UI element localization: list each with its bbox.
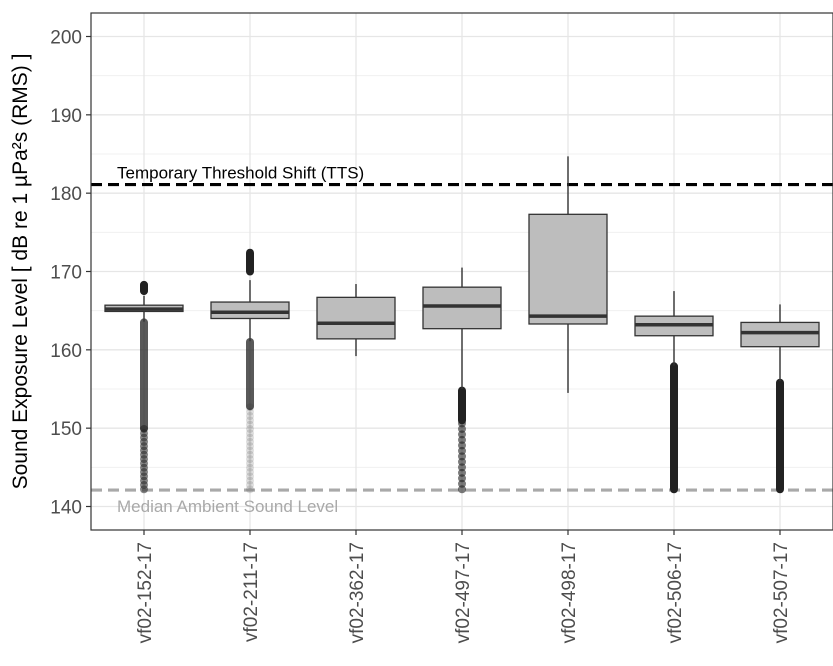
y-axis: 140 150 160 170 180 190 200 [50,28,91,519]
outlier-point [246,437,254,446]
outlier-point [246,480,254,489]
outlier-point [458,468,466,477]
box-iqr [528,213,608,325]
x-tick-label: vf02-506-17 [665,542,686,643]
y-tick-label: 180 [50,184,82,205]
box-series [104,156,820,494]
outlier-point [246,450,254,459]
box-vf02-506-17 [634,291,714,494]
ambient-line-label: Median Ambient Sound Level [117,497,338,516]
outlier-point [458,474,466,483]
outlier-point [246,412,254,421]
outlier-point [458,435,466,444]
outlier-point [458,457,466,466]
outlier-point [140,424,148,433]
outlier-point [246,403,254,412]
outlier-point [246,476,254,485]
outlier-point [246,455,254,464]
outlier-point [246,429,254,438]
outlier-point [246,424,254,433]
outlier-point [246,485,254,494]
outlier-point [458,430,466,439]
outlier-point [246,442,254,451]
box-vf02-497-17 [422,267,502,494]
box-vf02-507-17 [740,304,820,494]
x-tick-label: vf02-152-17 [135,542,156,643]
box-iqr [210,301,290,320]
x-tick-label: vf02-497-17 [453,542,474,643]
outlier-point [246,446,254,455]
outlier-point [458,485,466,494]
y-tick-label: 200 [50,28,82,49]
outlier-point [458,419,466,428]
outlier-point [458,463,466,472]
x-tick-label: vf02-362-17 [347,542,368,643]
box-vf02-362-17 [316,284,396,357]
box-vf02-211-17 [210,248,290,494]
outlier-point [246,459,254,468]
x-tick-label: vf02-498-17 [559,542,580,643]
outlier-point [246,416,254,425]
outlier-point [246,463,254,472]
reference-lines [91,182,833,492]
box-iqr [740,321,820,348]
outlier-point [458,424,466,433]
box-iqr [316,296,396,340]
outlier-point [246,420,254,429]
y-tick-label: 150 [50,419,82,440]
box-vf02-152-17 [104,280,184,494]
outlier-point [458,446,466,455]
tts-line-label: Temporary Threshold Shift (TTS) [117,164,364,183]
y-tick-label: 140 [50,498,82,519]
outlier-point [458,441,466,450]
y-tick-label: 190 [50,106,82,127]
outlier-point [246,468,254,477]
x-tick-label: vf02-211-17 [241,542,262,642]
y-axis-label: Sound Exposure Level [ dB re 1 µPa²s (RM… [9,54,32,490]
x-tick-label: vf02-507-17 [771,542,792,643]
y-tick-label: 160 [50,341,82,362]
y-tick-label: 170 [50,263,82,284]
outlier-point [458,452,466,461]
box-iqr [422,286,502,330]
outlier-point [246,472,254,481]
outlier-point [458,479,466,488]
x-axis: vf02-152-17 vf02-211-17 vf02-362-17 vf02-49… [135,530,792,643]
outlier-point [246,433,254,442]
outlier-point [246,407,254,416]
box-vf02-498-17 [528,156,608,393]
